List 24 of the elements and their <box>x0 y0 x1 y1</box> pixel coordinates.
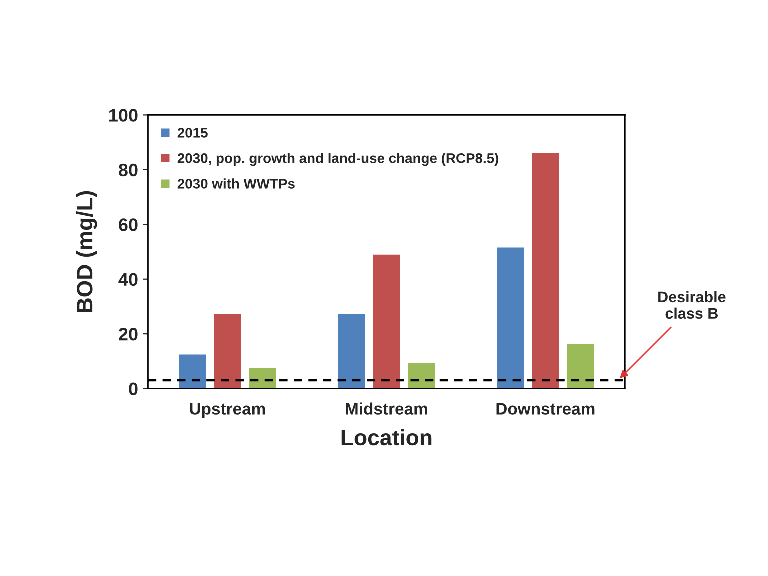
x-tick-label: Midstream <box>346 402 428 415</box>
x-axis-title: Location <box>342 429 432 446</box>
bar <box>178 353 208 389</box>
legend-label: 2030, pop. growth and land-use change (RCP8.5) <box>178 153 499 166</box>
x-tick-label: Upstream <box>190 403 266 418</box>
y-axis-title: BOD (mg/L) <box>76 191 98 312</box>
bar <box>336 313 367 389</box>
bar <box>566 342 596 389</box>
bar <box>530 152 561 389</box>
y-tick-label: 40 <box>118 273 138 286</box>
x-tick-label: Downstream <box>496 403 595 415</box>
y-tick-label: 20 <box>119 328 138 341</box>
legend-label: 2015 <box>178 128 208 138</box>
bar <box>406 362 437 389</box>
y-tick-label: 100 <box>110 109 138 122</box>
ref-line-label: Desirable class B <box>658 291 726 320</box>
y-tick-label: 60 <box>119 218 138 232</box>
bar <box>496 246 526 389</box>
bar <box>212 313 243 389</box>
legend-label: 2030 with WWTPs <box>178 178 295 189</box>
y-tick-label: 0 <box>129 382 138 396</box>
y-tick-label: 80 <box>118 164 138 177</box>
bar <box>372 253 402 389</box>
bar <box>248 366 278 389</box>
